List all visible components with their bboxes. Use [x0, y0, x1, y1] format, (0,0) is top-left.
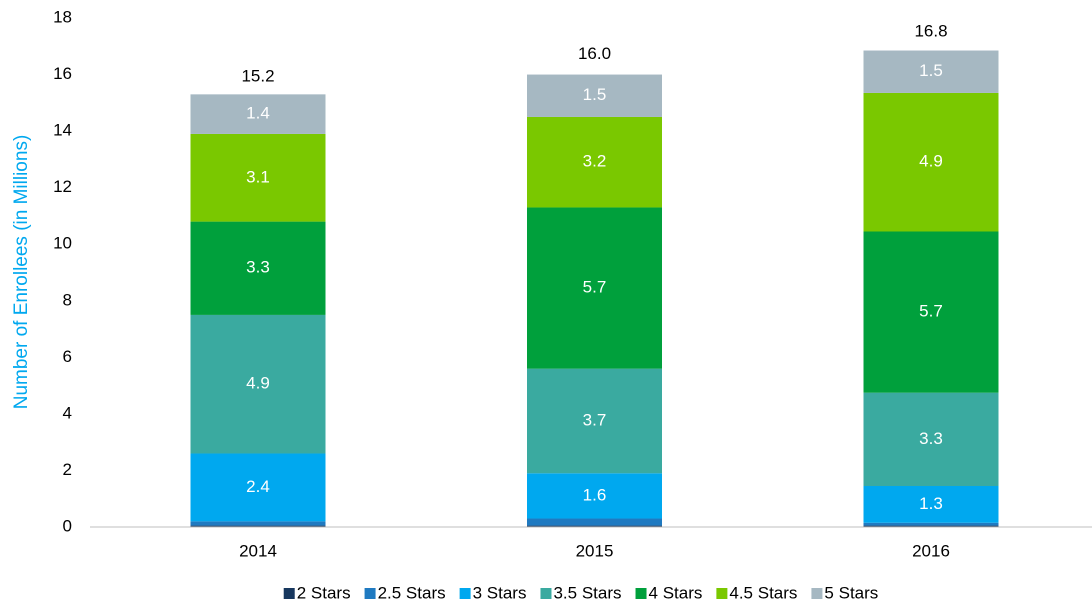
bar-segment [863, 522, 999, 526]
legend-swatch [364, 588, 376, 599]
legend-swatch [811, 588, 823, 599]
bar-segment [863, 92, 999, 232]
bar-segment [863, 231, 999, 393]
total-label: 16.8 [914, 21, 947, 40]
total-label: 16.0 [578, 44, 611, 63]
bar-segment [863, 525, 999, 527]
bar-segment [863, 50, 999, 93]
bar-segment [527, 74, 662, 117]
data-label: 3.1 [246, 167, 270, 186]
total-label: 15.2 [241, 67, 274, 86]
legend-swatch [716, 588, 728, 599]
legend-label: 4.5 Stars [729, 583, 797, 602]
data-label: 1.5 [583, 85, 607, 104]
data-label: 2.4 [246, 477, 270, 496]
data-label: 1.5 [919, 61, 943, 80]
bar-segment [863, 485, 999, 523]
legend-label: 3 Stars [473, 583, 527, 602]
y-tick-label: 0 [63, 516, 72, 535]
bar-segment [190, 525, 326, 527]
bar-segment [527, 368, 662, 474]
bar-segment [190, 133, 326, 222]
x-tick-label: 2014 [239, 541, 277, 560]
y-axis-title: Number of Enrollees (in Millions) [11, 135, 32, 410]
bar-segment [190, 314, 326, 454]
data-label: 1.4 [246, 104, 270, 123]
legend: 2 Stars 2.5 Stars 3 Stars 3.5 Stars 4 Stars 4… [283, 583, 878, 602]
bar-segment [527, 518, 662, 526]
y-tick-label: 18 [53, 7, 72, 26]
legend-label: 3.5 Stars [553, 583, 621, 602]
data-label: 3.2 [583, 152, 607, 171]
bar-segment [190, 453, 326, 522]
y-tick-label: 4 [63, 403, 72, 422]
data-label: 1.3 [919, 494, 943, 513]
legend-swatch [635, 588, 647, 599]
data-label: 3.7 [583, 410, 607, 429]
legend-label: 4 Stars [649, 583, 703, 602]
y-tick-label: 8 [63, 290, 72, 309]
y-tick-label: 2 [63, 460, 72, 479]
bar-segment [190, 94, 326, 134]
data-label: 3.3 [246, 258, 270, 277]
bar-segment [863, 392, 999, 486]
bar-segment [527, 525, 662, 527]
data-label: 4.9 [246, 374, 270, 393]
y-tick-label: 6 [63, 347, 72, 366]
bar-segment [527, 116, 662, 208]
bar-segment [527, 473, 662, 519]
bar-segment [527, 207, 662, 369]
x-tick-label: 2015 [576, 541, 614, 560]
legend-label: 2.5 Stars [378, 583, 446, 602]
legend-swatch [540, 588, 552, 599]
bar-segment [190, 521, 326, 526]
legend-label: 5 Stars [824, 583, 878, 602]
data-label: 5.7 [919, 302, 943, 321]
legend-label: 2 Stars [297, 583, 351, 602]
x-tick-label: 2016 [912, 541, 950, 560]
y-tick-label: 16 [53, 64, 72, 83]
y-tick-label: 12 [53, 177, 72, 196]
data-label: 5.7 [583, 278, 607, 297]
data-label: 3.3 [919, 429, 943, 448]
bar-segment [190, 221, 326, 315]
legend-swatch [459, 588, 471, 599]
data-label: 1.6 [583, 485, 607, 504]
data-label: 4.9 [919, 152, 943, 171]
y-tick-label: 10 [53, 234, 72, 253]
y-tick-label: 14 [53, 121, 72, 140]
legend-swatch [283, 588, 295, 599]
